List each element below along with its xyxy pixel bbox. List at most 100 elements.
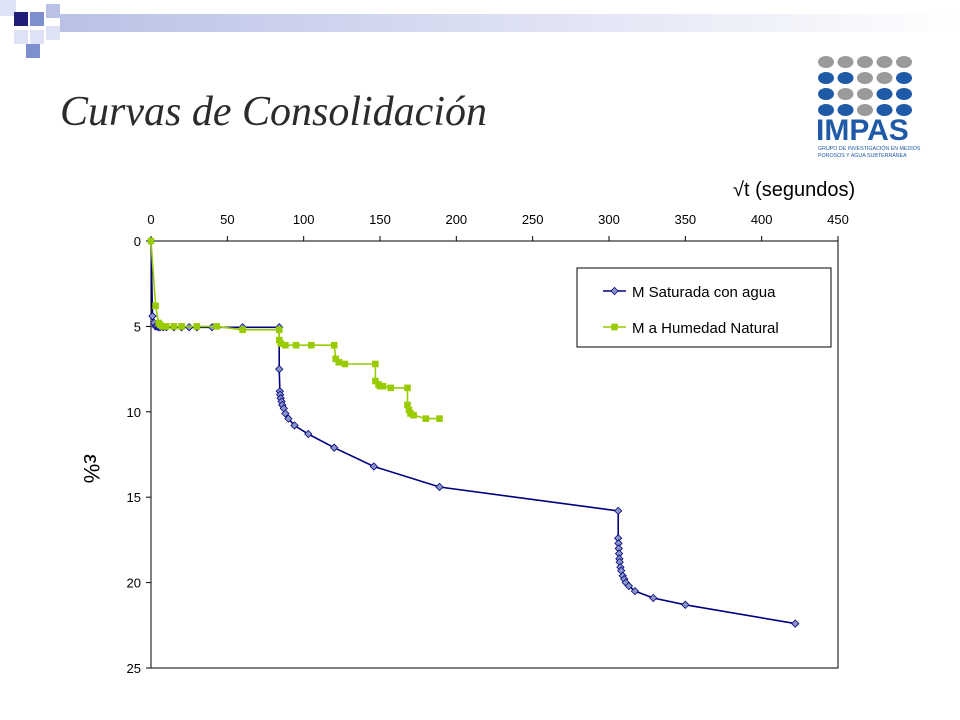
- data-point-natural: [147, 237, 155, 245]
- y-tick-label: 25: [127, 661, 141, 676]
- logo-dot: [896, 72, 912, 84]
- data-point-saturada: [649, 593, 658, 603]
- data-point-natural: [178, 323, 185, 330]
- series-saturada: [146, 236, 800, 628]
- legend-box: [576, 267, 832, 348]
- decor-square: [26, 44, 40, 58]
- y-tick-label: 15: [127, 490, 141, 505]
- logo-dot: [857, 56, 873, 68]
- data-point-natural: [239, 326, 246, 334]
- data-point-saturada: [613, 506, 623, 516]
- x-tick-label: 150: [369, 212, 391, 227]
- data-point-saturada: [681, 600, 690, 609]
- y-tick-label: 10: [127, 405, 141, 420]
- data-point-natural: [213, 323, 220, 330]
- x-tick-label: 450: [827, 212, 849, 227]
- data-point-natural: [330, 341, 338, 349]
- x-tick-label: 250: [522, 212, 544, 227]
- data-point-saturada: [148, 311, 157, 321]
- decor-square: [46, 4, 60, 18]
- logo-dot: [876, 56, 893, 68]
- data-point-saturada: [275, 364, 284, 374]
- logo-dot: [818, 72, 834, 84]
- logo-dot: [837, 104, 854, 116]
- x-axis-ticks: 0 50 100 150 200 250 300 350 400 450: [147, 212, 849, 241]
- series-natural: [147, 237, 443, 422]
- logo-dot: [818, 56, 834, 68]
- x-tick-label: 0: [147, 212, 154, 227]
- data-point-natural: [341, 360, 349, 368]
- logo-dot: [896, 88, 912, 100]
- logo-dot: [818, 104, 834, 116]
- y-axis-ticks: 0 5 10 15 20 25: [127, 234, 151, 676]
- data-point-saturada: [290, 421, 299, 430]
- impas-logo: IMPAS GRUPO DE INVESTIGACIÓN EN MEDIOS P…: [804, 36, 928, 164]
- y-tick-label: 20: [127, 576, 141, 591]
- data-point-natural: [307, 341, 315, 349]
- x-tick-label: 400: [751, 212, 773, 227]
- data-point-natural: [335, 358, 343, 366]
- data-point-natural: [387, 384, 394, 392]
- logo-dot: [876, 88, 893, 100]
- data-point-natural: [372, 360, 379, 368]
- logo-subtitle-line2: POROSOS Y AGUA SUBTERRÁNEA: [818, 152, 907, 159]
- legend-label-natural: M a Humedad Natural: [632, 320, 779, 337]
- data-point-natural: [282, 341, 289, 349]
- data-point-saturada: [435, 482, 444, 492]
- data-point-saturada: [330, 443, 339, 452]
- logo-dot: [857, 88, 873, 100]
- series-layer: [146, 236, 800, 628]
- data-point-natural: [152, 302, 159, 310]
- legend-marker-saturada: [610, 286, 619, 296]
- data-point-natural: [379, 382, 387, 390]
- decor-square: [14, 12, 28, 26]
- decor-square: [60, 14, 960, 32]
- data-point-saturada: [791, 619, 800, 628]
- data-point-saturada: [624, 581, 634, 591]
- y-tick-label: 0: [134, 234, 141, 249]
- legend-marker-natural: [611, 323, 618, 331]
- logo-dot: [818, 88, 834, 100]
- x-tick-label: 300: [598, 212, 620, 227]
- data-point-natural: [404, 384, 411, 392]
- slide-title: Curvas de Consolidación: [60, 89, 487, 135]
- decor-square: [0, 0, 16, 16]
- x-tick-label: 50: [220, 212, 234, 227]
- y-tick-label: 5: [134, 319, 141, 334]
- logo-dot: [837, 72, 854, 84]
- data-point-natural: [436, 415, 443, 422]
- legend: M Saturada con agua M a Humedad Natural: [576, 267, 832, 348]
- decor-square: [30, 30, 44, 44]
- logo-dot: [837, 56, 854, 68]
- data-point-saturada: [281, 409, 290, 418]
- x-axis-label: √t (segundos): [733, 179, 855, 201]
- decor-square: [14, 30, 28, 44]
- logo-dot: [896, 104, 912, 116]
- y-axis-label: ε%: [79, 454, 104, 483]
- logo-dot: [876, 104, 893, 116]
- data-point-natural: [162, 323, 170, 330]
- logo-dot: [876, 72, 893, 84]
- data-point-saturada: [284, 414, 293, 423]
- decor-square: [30, 12, 44, 26]
- legend-label-saturada: M Saturada con agua: [632, 284, 776, 301]
- data-point-natural: [292, 341, 300, 349]
- logo-dot: [857, 104, 873, 116]
- data-point-natural: [422, 415, 430, 422]
- data-point-natural: [170, 323, 178, 330]
- data-point-natural: [193, 323, 201, 330]
- logo-dot: [896, 56, 912, 68]
- data-point-saturada: [304, 429, 313, 439]
- logo-wordmark: IMPAS: [816, 114, 909, 147]
- x-tick-label: 350: [674, 212, 696, 227]
- series-line-natural: [150, 240, 440, 420]
- data-point-saturada: [630, 586, 640, 596]
- logo-dot: [837, 88, 854, 100]
- data-point-natural: [410, 411, 417, 419]
- logo-dot: [857, 72, 873, 84]
- logo-subtitle-line1: GRUPO DE INVESTIGACIÓN EN MEDIOS: [818, 145, 921, 152]
- data-point-saturada: [369, 462, 379, 471]
- x-tick-label: 200: [445, 212, 467, 227]
- data-point-natural: [275, 326, 283, 334]
